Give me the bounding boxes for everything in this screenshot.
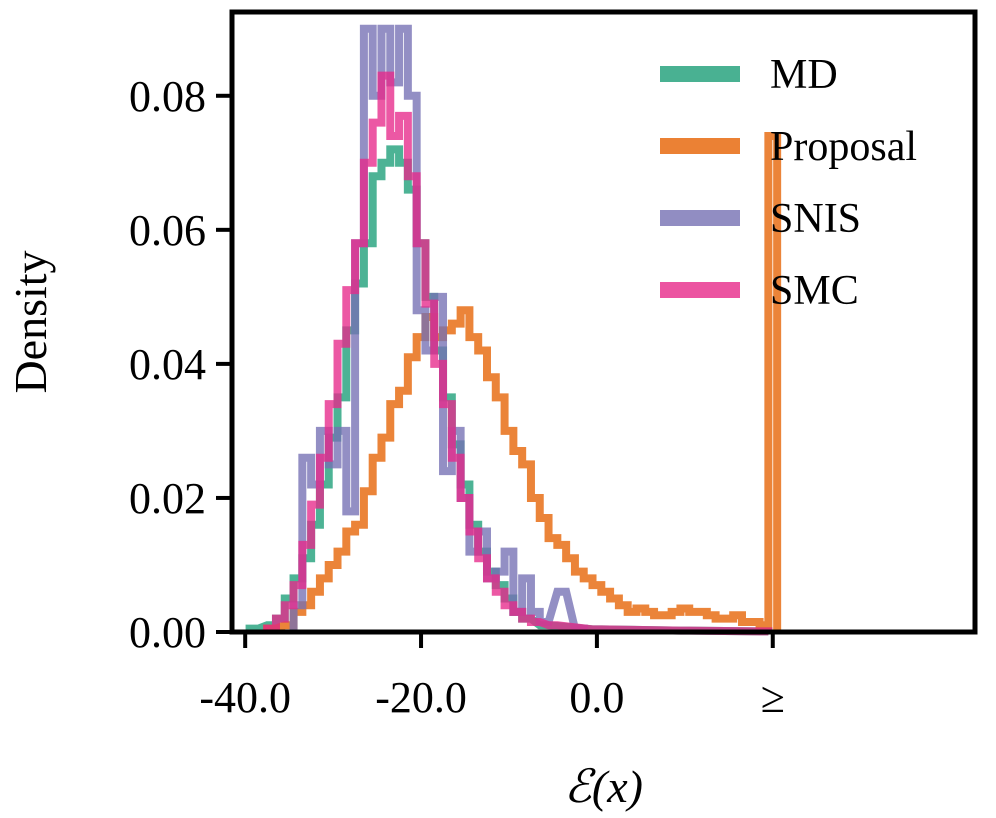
legend-label-proposal: Proposal: [770, 124, 917, 170]
series-proposal-step-line: [263, 132, 782, 633]
series-snis-step-line: [289, 24, 588, 633]
legend-label-smc: SMC: [770, 268, 859, 314]
plot-frame: [229, 9, 978, 635]
x-axis-label: ℰ(x): [564, 761, 643, 812]
legend: MD Proposal SNIS SMC: [660, 52, 917, 314]
x-axis-ticks: -40.0 -20.0 0.0 ≥: [199, 632, 785, 722]
y-tick-label: 0.00: [129, 608, 206, 657]
series-smc-step-line: [263, 71, 773, 636]
series-layer: [245, 24, 782, 636]
y-tick-label: 0.02: [129, 474, 206, 523]
y-axis-label: Density: [5, 250, 56, 393]
x-tick-label: ≥: [761, 673, 785, 722]
x-tick-label: -20.0: [375, 673, 467, 722]
legend-label-snis: SNIS: [770, 196, 861, 242]
y-axis-ticks: 0.00 0.02 0.04 0.06 0.08: [129, 72, 232, 657]
y-tick-label: 0.06: [129, 206, 206, 255]
y-tick-label: 0.08: [129, 72, 206, 121]
x-tick-label: -40.0: [199, 673, 291, 722]
y-tick-label: 0.04: [129, 340, 206, 389]
legend-label-md: MD: [770, 52, 838, 98]
x-tick-label: 0.0: [569, 673, 624, 722]
